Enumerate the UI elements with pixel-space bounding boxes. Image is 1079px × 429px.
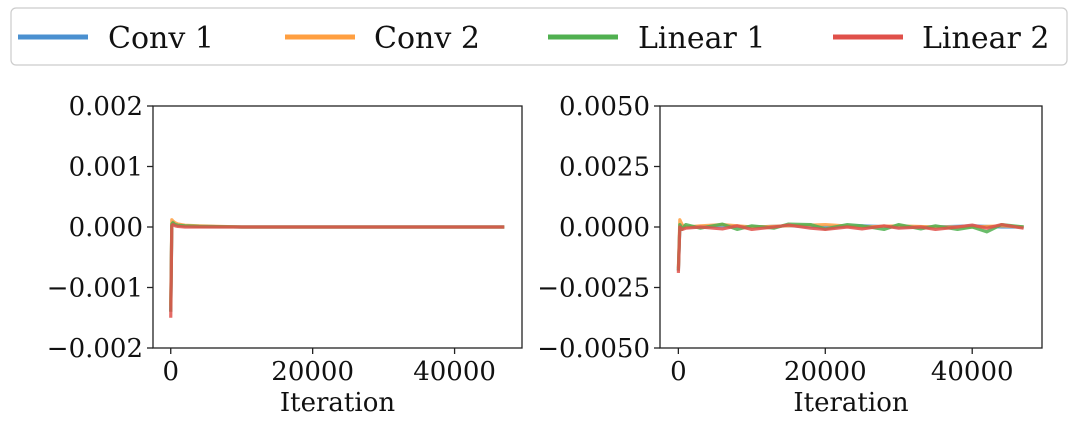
x-tick-label: 0 <box>162 357 179 387</box>
x-tick-label: 20000 <box>271 357 354 387</box>
chart-panel-left: −0.002 −0.001 0.000 0.001 0.002 0 20000 40000 It… <box>47 92 523 418</box>
x-axis-label-left: Iteration <box>280 388 395 418</box>
series-line-conv-1-left <box>169 220 505 312</box>
legend: Conv 1 Conv 2 Linear 1 Linear 2 <box>10 7 1068 66</box>
y-tick-label: 0.002 <box>69 92 143 122</box>
y-tick-label: 0.0000 <box>559 213 650 243</box>
series-line-linear-2-right <box>676 222 1024 274</box>
y-tick-label: 0.000 <box>69 213 143 243</box>
y-tick-label: −0.002 <box>47 334 143 364</box>
x-axis-label-right: Iteration <box>793 388 908 418</box>
x-tick-label: 40000 <box>413 357 496 387</box>
x-tick-label: 40000 <box>931 357 1014 387</box>
series-line-conv-1-right <box>676 224 1024 271</box>
y-tick-label: −0.001 <box>47 274 143 304</box>
series-line-linear-1-right <box>676 222 1024 271</box>
legend-label-conv-2: Conv 2 <box>374 21 480 56</box>
legend-frame <box>10 7 1068 66</box>
series-line-linear-2-left <box>169 222 505 318</box>
y-tick-label: 0.001 <box>69 153 143 183</box>
y-tick-label: −0.0050 <box>537 334 650 364</box>
y-tick-label: −0.0025 <box>537 274 650 304</box>
x-tick-label: 0 <box>670 357 687 387</box>
legend-label-conv-1: Conv 1 <box>108 21 214 56</box>
x-tick-label: 20000 <box>784 357 867 387</box>
y-tick-label: 0.0050 <box>559 92 650 122</box>
series-line-conv-2-left <box>169 218 505 306</box>
legend-label-linear-2: Linear 2 <box>922 21 1049 56</box>
legend-label-linear-1: Linear 1 <box>638 21 765 56</box>
y-tick-label: 0.0025 <box>559 153 650 183</box>
chart-panel-right: −0.0050 −0.0025 0.0000 0.0025 0.0050 0 20000 40… <box>537 92 1043 418</box>
series-line-linear-1-left <box>169 221 505 312</box>
